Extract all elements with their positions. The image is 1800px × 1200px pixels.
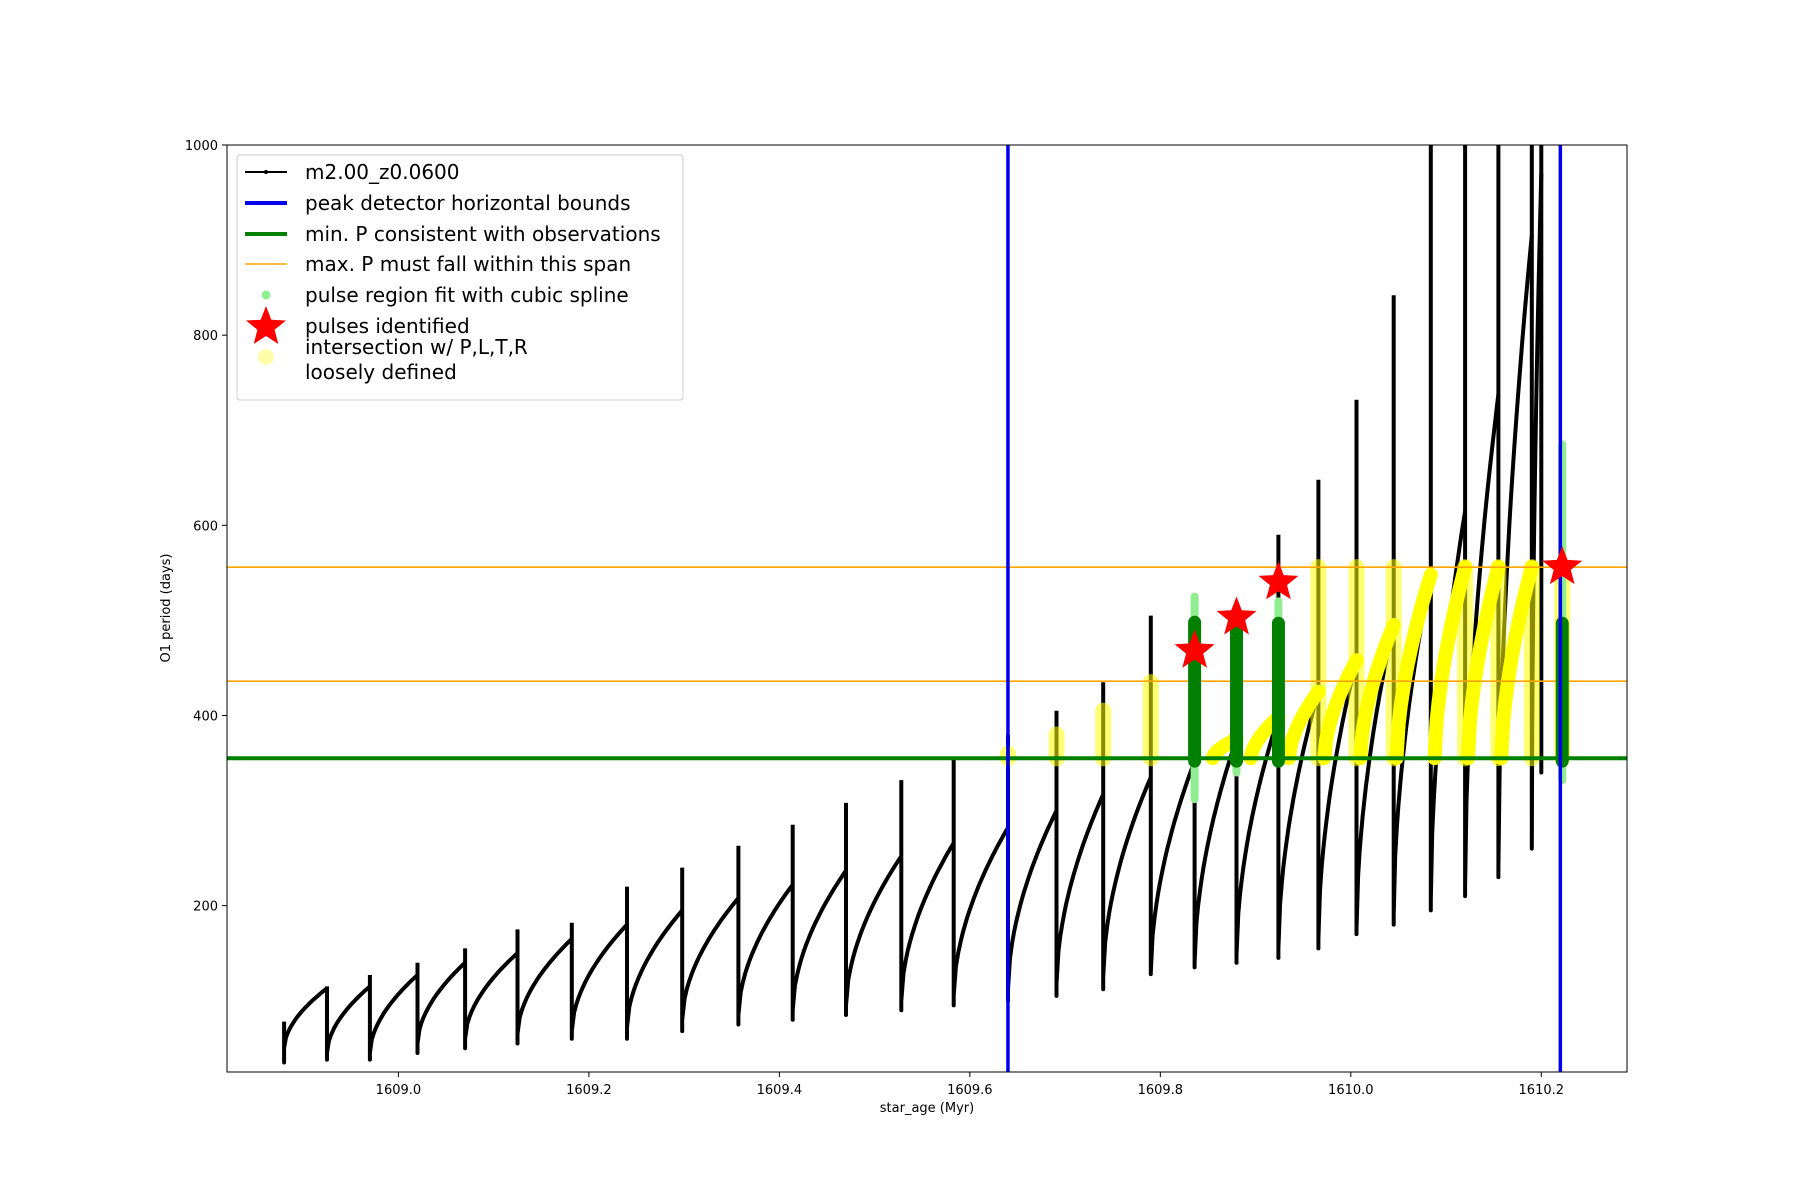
pulse-curve-19 xyxy=(1234,625,1281,965)
legend-marker-5 xyxy=(246,306,286,344)
pulse-segment-11 xyxy=(844,802,903,1017)
identified-pulse-star-0 xyxy=(1174,629,1215,668)
legend-label-4: pulse region fit with cubic spline xyxy=(305,283,629,307)
pulse-segment-1 xyxy=(325,984,372,1062)
legend-item-1: peak detector horizontal bounds xyxy=(245,191,631,215)
plot-frame xyxy=(226,144,1628,1073)
pulse-curve-5 xyxy=(515,929,574,1046)
x-tick-label-3: 1609.6 xyxy=(947,1083,993,1098)
y-tick-label-4: 1000 xyxy=(185,139,218,154)
legend-label-6: intersection w/ P,L,T,R xyxy=(305,335,528,359)
pulse-curve-17 xyxy=(1148,615,1197,977)
pulse-curve-7 xyxy=(625,886,684,1041)
y-axis-label: O1 period (days) xyxy=(159,553,174,662)
x-tick-label-5: 1610.0 xyxy=(1328,1083,1374,1098)
pulse-segment-8 xyxy=(680,867,740,1034)
pulse-segment-2 xyxy=(367,973,419,1062)
x-tick-label-0: 1609.0 xyxy=(376,1083,422,1098)
legend-label-2: min. P consistent with observations xyxy=(305,222,661,246)
legend-item-0: m2.00_z0.0600 xyxy=(245,160,460,184)
pulse-segment-5 xyxy=(515,929,574,1046)
pulse-segment-0 xyxy=(282,986,329,1065)
legend-item-5: pulses identified xyxy=(246,306,470,344)
identified-pulse-star-1 xyxy=(1216,596,1257,635)
legend-marker-dot-0 xyxy=(264,170,268,174)
pulse-segment-16 xyxy=(1101,682,1153,992)
x-tick-label-1: 1609.2 xyxy=(566,1083,612,1098)
y-tick-label-2: 600 xyxy=(193,519,218,534)
pulse-curve-12 xyxy=(899,780,956,1013)
pulse-curve-6 xyxy=(569,922,629,1041)
pulse-segment-13 xyxy=(951,758,1010,1008)
pulse-segment-15 xyxy=(1054,710,1106,998)
pulse-curve-10 xyxy=(790,824,848,1022)
x-tick-label-2: 1609.4 xyxy=(757,1083,803,1098)
legend-marker-4 xyxy=(261,290,271,300)
y-axis: 200 400 600 800 1000 xyxy=(185,139,227,915)
pulse-curve-8 xyxy=(680,867,740,1034)
identified-pulse-star-3 xyxy=(1542,546,1583,585)
pulse-curve-13 xyxy=(951,758,1010,1008)
y-tick-label-3: 800 xyxy=(193,329,218,344)
pulse-segment-9 xyxy=(736,845,795,1027)
legend-item-4: pulse region fit with cubic spline xyxy=(261,283,629,307)
y-tick-label-0: 200 xyxy=(193,900,218,915)
legend-marker-6 xyxy=(258,349,274,365)
intersection-track-5 xyxy=(1389,567,1438,766)
pulse-curve-4 xyxy=(463,948,519,1051)
legend-label-1: peak detector horizontal bounds xyxy=(305,191,631,215)
pulse-curve-0 xyxy=(282,986,329,1065)
legend-label-line2-6: loosely defined xyxy=(305,360,457,384)
legend-label-3: max. P must fall within this span xyxy=(305,252,631,276)
pulse-segment-19 xyxy=(1234,625,1281,965)
pulse-segment-6 xyxy=(569,922,629,1041)
plot-area xyxy=(227,145,1627,1072)
y-tick-label-1: 400 xyxy=(193,709,218,724)
pulse-segment-12 xyxy=(899,780,956,1013)
pulse-curve-2 xyxy=(367,973,419,1062)
x-axis-label: star_age (Myr) xyxy=(880,1101,974,1116)
pulse-segment-7 xyxy=(625,886,684,1041)
pulse-curve-14 xyxy=(1006,734,1059,1003)
x-axis: 1609.0 1609.2 1609.4 1609.6 1609.8 1610.0 1610… xyxy=(376,1072,1564,1098)
pulse-segment-17 xyxy=(1148,615,1197,977)
pulse-curve-1 xyxy=(325,984,372,1062)
legend-item-2: min. P consistent with observations xyxy=(245,222,661,246)
pulse-curve-3 xyxy=(415,961,467,1055)
legend-label-5: pulses identified xyxy=(305,314,470,338)
pulse-curve-11 xyxy=(844,802,903,1017)
pulse-segment-4 xyxy=(463,948,519,1051)
legend-box xyxy=(236,154,684,401)
pulse-curve-15 xyxy=(1054,710,1106,998)
pulse-curve-9 xyxy=(736,845,795,1027)
pulse-curve-16 xyxy=(1101,682,1153,992)
pulse-segment-10 xyxy=(790,824,848,1022)
legend-label-0: m2.00_z0.0600 xyxy=(305,160,460,184)
x-tick-label-4: 1609.8 xyxy=(1138,1083,1184,1098)
pulse-segment-14 xyxy=(1006,734,1059,1003)
pulse-curve-18 xyxy=(1192,620,1239,970)
pulse-segment-3 xyxy=(415,961,467,1055)
identified-pulse-star-2 xyxy=(1258,561,1299,600)
pulse-segment-18 xyxy=(1192,620,1239,970)
x-tick-label-6: 1610.2 xyxy=(1519,1083,1565,1098)
legend-item-3: max. P must fall within this span xyxy=(245,252,631,276)
